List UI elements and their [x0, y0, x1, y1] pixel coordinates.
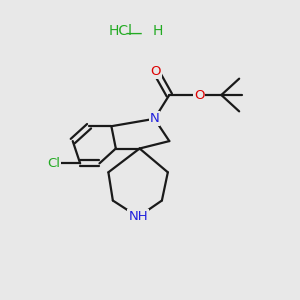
Text: Cl: Cl — [47, 157, 60, 170]
Text: H: H — [153, 24, 163, 38]
Text: NH: NH — [128, 210, 148, 224]
Text: —: — — [125, 24, 142, 42]
Text: O: O — [194, 88, 204, 101]
Text: HCl: HCl — [108, 24, 132, 38]
Text: N: N — [150, 112, 159, 125]
Text: O: O — [151, 65, 161, 78]
